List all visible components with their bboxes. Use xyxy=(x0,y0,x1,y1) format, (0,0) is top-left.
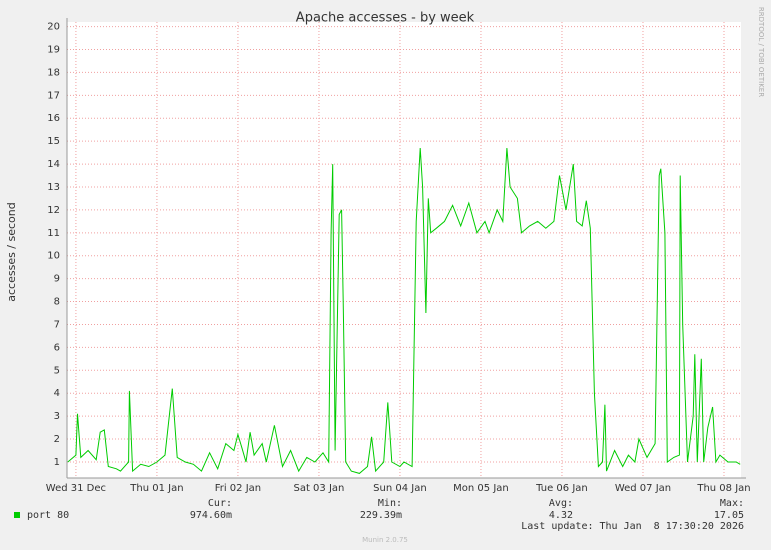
x-tick-label: Wed 07 Jan xyxy=(615,483,671,494)
chart-title: Apache accesses - by week xyxy=(296,11,475,26)
x-tick-label: Thu 08 Jan xyxy=(696,483,750,494)
stat-label: Cur: xyxy=(208,498,232,509)
y-tick-label: 9 xyxy=(54,274,60,285)
y-tick-label: 15 xyxy=(47,136,60,147)
plot-area xyxy=(67,22,741,478)
y-tick-label: 11 xyxy=(47,228,60,239)
x-tick-label: Tue 06 Jan xyxy=(535,483,588,494)
stat-label: Max: xyxy=(720,498,744,509)
y-tick-label: 19 xyxy=(47,44,60,55)
y-tick-label: 16 xyxy=(47,113,60,124)
x-tick-label: Fri 02 Jan xyxy=(215,483,261,494)
y-tick-label: 8 xyxy=(54,297,60,308)
x-tick-label: Sat 03 Jan xyxy=(293,483,344,494)
legend-swatch xyxy=(14,512,20,518)
last-update: Last update: Thu Jan 8 17:30:20 2026 xyxy=(521,521,744,532)
stat-label: Avg: xyxy=(549,498,573,509)
x-tick-label: Thu 01 Jan xyxy=(129,483,183,494)
x-tick-label: Mon 05 Jan xyxy=(453,483,509,494)
y-tick-label: 4 xyxy=(54,388,60,399)
data-line xyxy=(67,147,741,474)
x-tick-label: Sun 04 Jan xyxy=(373,483,427,494)
y-tick-label: 18 xyxy=(47,67,60,78)
legend-label: port 80 xyxy=(27,510,69,521)
stat-value: 229.39m xyxy=(360,510,402,521)
y-tick-label: 6 xyxy=(54,342,60,353)
y-tick-label: 13 xyxy=(47,182,60,193)
y-tick-label: 1 xyxy=(54,457,60,468)
y-tick-label: 7 xyxy=(54,319,60,330)
watermark: RRDTOOL / TOBI OETIKER xyxy=(757,7,765,97)
y-tick-label: 14 xyxy=(47,159,60,170)
y-axis-label: accesses / second xyxy=(5,202,18,302)
stat-value: 17.05 xyxy=(714,510,744,521)
y-tick-label: 2 xyxy=(54,434,60,445)
y-tick-label: 10 xyxy=(47,251,60,262)
footer: Munin 2.0.75 xyxy=(362,536,408,544)
y-tick-label: 5 xyxy=(54,365,60,376)
y-tick-label: 12 xyxy=(47,205,60,216)
stat-value: 4.32 xyxy=(549,510,573,521)
y-tick-label: 20 xyxy=(47,22,60,33)
y-tick-label: 3 xyxy=(54,411,60,422)
x-tick-label: Wed 31 Dec xyxy=(46,483,106,494)
stat-label: Min: xyxy=(378,498,402,509)
y-tick-label: 17 xyxy=(47,90,60,101)
stat-value: 974.60m xyxy=(190,510,232,521)
